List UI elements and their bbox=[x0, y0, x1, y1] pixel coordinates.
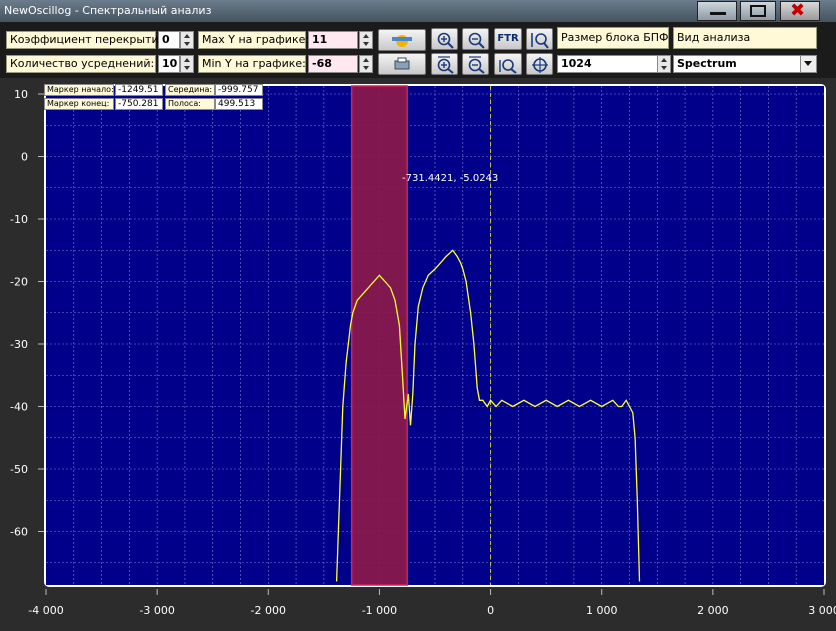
zoom-in-y-button[interactable] bbox=[431, 53, 458, 75]
spectrum-chart[interactable]: -731.4421, -5.0243 10 0 -10 -20 -30 -40 -50 -60… bbox=[0, 78, 836, 631]
overlap-label: Коэффициент перекрытия: bbox=[6, 31, 156, 49]
y-tick-label: -30 bbox=[10, 338, 28, 351]
print-button[interactable] bbox=[378, 53, 426, 75]
cursor-readout: -731.4421, -5.0243 bbox=[402, 173, 498, 184]
marker-band-label: Полоса: bbox=[165, 98, 215, 110]
printer-icon bbox=[382, 56, 422, 72]
zoom-out-button[interactable] bbox=[462, 28, 489, 50]
x-tick-label: -3 000 bbox=[139, 604, 174, 617]
maximize-button[interactable] bbox=[740, 1, 776, 21]
x-tick-label: -4 000 bbox=[28, 604, 63, 617]
analysis-type-value: Spectrum bbox=[677, 57, 737, 70]
x-tick-label: 3 000 bbox=[808, 604, 836, 617]
auto-scale-button[interactable] bbox=[378, 29, 426, 51]
title-bar: NewOscillog - Спектральный анализ ✖ bbox=[0, 0, 836, 22]
averaging-input[interactable]: 10 bbox=[158, 55, 180, 73]
x-tick-label: 0 bbox=[487, 604, 494, 617]
zoom-reset-icon bbox=[530, 56, 550, 74]
averaging-label: Количество усреднений: bbox=[6, 55, 156, 73]
marker-end-label: Маркер конец: bbox=[44, 98, 114, 110]
marker-band[interactable] bbox=[352, 86, 407, 585]
marker-band-value: 499.513 bbox=[215, 98, 263, 110]
y-tick-label: -10 bbox=[10, 213, 28, 226]
zoom-out-y-icon bbox=[466, 56, 486, 74]
overlap-input[interactable]: 0 bbox=[158, 31, 180, 49]
maxy-label: Max Y на графике: bbox=[198, 31, 306, 49]
y-tick-label: 10 bbox=[14, 88, 28, 101]
x-axis-ticks: -4 000 -3 000 -2 000 -1 000 0 1 000 2 000 3 000 bbox=[28, 589, 836, 617]
marker-middle-label: Середина: bbox=[165, 84, 215, 96]
x-tick-label: 2 000 bbox=[697, 604, 729, 617]
fft-size-label: Размер блока БПФ bbox=[557, 27, 669, 49]
marker-start-value: -1249.51 bbox=[115, 84, 163, 96]
x-tick-label: -2 000 bbox=[251, 604, 286, 617]
zoom-out-y-button[interactable] bbox=[462, 53, 489, 75]
fft-size-stepper[interactable] bbox=[657, 55, 671, 73]
close-icon: ✖ bbox=[790, 0, 805, 21]
zoom-y-fit-button[interactable] bbox=[494, 53, 522, 75]
miny-stepper[interactable] bbox=[359, 55, 373, 73]
zoom-y-fit-icon bbox=[498, 56, 518, 74]
miny-input[interactable]: -68 bbox=[308, 55, 358, 73]
close-button[interactable]: ✖ bbox=[780, 1, 820, 21]
maxy-stepper[interactable] bbox=[359, 31, 373, 49]
overlap-stepper[interactable] bbox=[180, 31, 194, 49]
zoom-in-icon bbox=[435, 31, 455, 49]
minimize-button[interactable] bbox=[697, 1, 737, 21]
y-tick-label: 0 bbox=[21, 151, 28, 164]
analysis-type-label: Вид анализа bbox=[673, 27, 817, 49]
x-tick-label: -1 000 bbox=[362, 604, 397, 617]
y-tick-label: -50 bbox=[10, 463, 28, 476]
zoom-reset-button[interactable] bbox=[526, 53, 553, 75]
zoom-in-y-icon bbox=[435, 56, 455, 74]
marker-start-label: Маркер начало: bbox=[44, 84, 114, 96]
marker-middle-value: -999.757 bbox=[215, 84, 263, 96]
chevron-down-icon[interactable] bbox=[800, 56, 816, 72]
y-tick-label: -40 bbox=[10, 401, 28, 414]
y-tick-label: -20 bbox=[10, 276, 28, 289]
marker-end-value: -750.281 bbox=[115, 98, 163, 110]
fft-size-select[interactable]: 1024 bbox=[557, 55, 671, 73]
miny-label: Min Y на графике: bbox=[198, 55, 306, 73]
maxy-input[interactable]: 11 bbox=[308, 31, 358, 49]
zoom-out-icon bbox=[466, 31, 486, 49]
zoom-in-button[interactable] bbox=[431, 28, 458, 50]
zoom-fit-icon bbox=[530, 31, 550, 49]
y-axis-ticks: 10 0 -10 -20 -30 -40 -50 -60 bbox=[10, 88, 44, 539]
ftr-button[interactable]: FTR bbox=[494, 28, 522, 50]
window-title: NewOscillog - Спектральный анализ bbox=[4, 4, 211, 17]
auto-scale-icon bbox=[382, 32, 422, 48]
zoom-fit-button[interactable] bbox=[526, 28, 553, 50]
spectrum-plot-area: -731.4421, -5.0243 10 0 -10 -20 -30 -40 -50 -60… bbox=[0, 78, 836, 631]
toolbar: Коэффициент перекрытия: 0 Max Y на графи… bbox=[0, 22, 836, 78]
y-tick-label: -60 bbox=[10, 526, 28, 539]
analysis-type-select[interactable]: Spectrum bbox=[673, 55, 817, 73]
averaging-stepper[interactable] bbox=[180, 55, 194, 73]
x-tick-label: 1 000 bbox=[586, 604, 618, 617]
fft-size-value: 1024 bbox=[561, 57, 592, 70]
